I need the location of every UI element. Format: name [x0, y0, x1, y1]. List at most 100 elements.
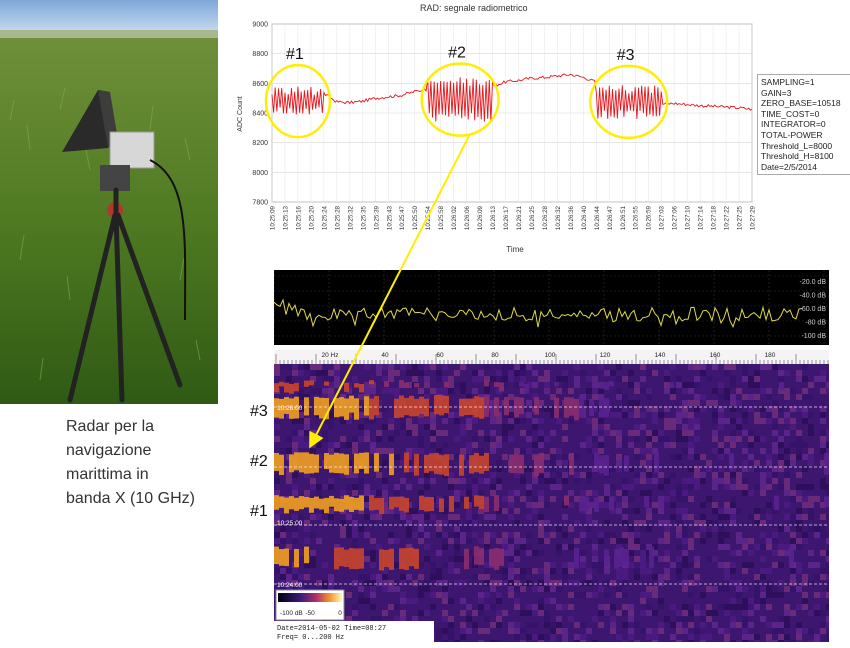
x-tick-label: 10:26:25 [529, 205, 536, 230]
x-tick-label: 10:26:21 [516, 205, 523, 230]
param-line: Threshold_H=8100 [761, 151, 834, 162]
y-tick-label: 8200 [252, 140, 268, 147]
info-line: Freq= 0...200 Hz [277, 634, 344, 642]
colorbar: -100 dB -50 0 [275, 589, 345, 621]
x-axis-ticks: 10:25:09 10:25:13 10:25:16 10:25:20 10:25:24… [270, 205, 757, 230]
x-tick-label: 10:26:55 [633, 205, 640, 230]
freq-label: 160 [710, 352, 721, 359]
time-labels: 10:26:00 10:25:00 10:24:00 [277, 405, 303, 589]
x-tick-label: 10:26:32 [555, 205, 562, 230]
x-tick-label: 10:26:47 [607, 205, 614, 230]
x-axis-label: Time [506, 245, 524, 254]
radar-caption: Radar per la navigazione marittima in ba… [66, 418, 195, 507]
param-line: ZERO_BASE=10518 [761, 98, 841, 109]
colorbar-label: -100 dB [280, 610, 303, 617]
x-tick-label: 10:25:50 [412, 205, 419, 230]
param-line: SAMPLING=1 [761, 77, 815, 87]
x-tick-label: 10:26:51 [620, 205, 627, 230]
time-label: 10:24:00 [277, 582, 303, 589]
colorbar-label: 0 [338, 610, 342, 617]
y-tick-label: 8800 [252, 51, 268, 58]
x-tick-label: 10:26:09 [477, 205, 484, 230]
x-tick-label: 10:26:40 [581, 205, 588, 230]
param-line: Date=2/5/2014 [761, 161, 818, 172]
freq-label: 20 Hz [322, 352, 339, 359]
spectrum-panel: -20.0 dB -40.0 dB -60.0 dB -80 dB -100 dB [274, 270, 829, 345]
side-label-2: #2 [250, 453, 268, 470]
x-tick-label: 10:26:02 [451, 205, 458, 230]
side-label-1: #1 [250, 503, 268, 520]
x-tick-label: 10:25:47 [399, 205, 406, 230]
burst-ellipse [589, 64, 669, 140]
side-label-3: #3 [250, 403, 268, 420]
x-tick-label: 10:27:18 [711, 205, 718, 230]
x-tick-label: 10:26:44 [594, 205, 601, 230]
x-tick-label: 10:25:20 [308, 205, 315, 230]
x-tick-label: 10:27:10 [685, 205, 692, 230]
freq-label: 180 [765, 352, 776, 359]
param-line: TOTAL-POWER [761, 129, 823, 140]
x-tick-label: 10:25:39 [373, 205, 380, 230]
x-tick-label: 10:25:16 [295, 205, 302, 230]
param-line: TIME_COST=0 [761, 108, 820, 119]
x-tick-label: 10:27:25 [737, 205, 744, 230]
db-label: -20.0 dB [800, 279, 827, 286]
x-tick-label: 10:27:22 [724, 205, 731, 230]
param-line: INTEGRATOR=0 [761, 119, 826, 130]
freq-label: 60 [436, 352, 444, 359]
x-tick-label: 10:25:28 [334, 205, 341, 230]
radiometric-series [271, 73, 753, 122]
burst-label: #1 [286, 46, 304, 63]
y-tick-label: 8600 [252, 81, 268, 88]
x-tick-label: 10:27:03 [659, 205, 666, 230]
db-label: -40.0 dB [800, 293, 827, 300]
x-tick-label: 10:25:43 [386, 205, 393, 230]
chart-grid [271, 23, 753, 203]
parameters-box: SAMPLING=1 GAIN=3 ZERO_BASE=10518 TIME_COST… [757, 74, 850, 176]
x-tick-label: 10:26:06 [464, 205, 471, 230]
x-tick-label: 10:25:24 [321, 205, 328, 230]
y-axis-label: ADC Count [237, 96, 244, 131]
time-marker-lines [274, 406, 829, 585]
x-tick-label: 10:27:14 [698, 205, 705, 230]
db-label: -80 dB [805, 320, 826, 327]
spectrum-db-labels: -20.0 dB -40.0 dB -60.0 dB -80 dB -100 dB [800, 279, 827, 340]
db-label: -60.0 dB [800, 306, 827, 313]
y-tick-label: 9000 [252, 22, 268, 29]
y-tick-label: 8000 [252, 170, 268, 177]
param-line: Threshold_L=8000 [761, 140, 833, 151]
x-tick-label: 10:26:28 [542, 205, 549, 230]
freq-label: 80 [491, 352, 499, 359]
chart-title: RAD: segnale radiometrico [420, 3, 528, 13]
freq-label: 140 [655, 352, 666, 359]
series-line [271, 73, 753, 122]
x-tick-label: 10:25:32 [347, 205, 354, 230]
info-line: Date=2014-05-02 Time=08:27 [277, 625, 386, 633]
x-tick-label: 10:26:13 [490, 205, 497, 230]
y-tick-label: 7800 [252, 200, 268, 207]
waterfall-spectrogram: 20 Hz 40 60 80 100 120 140 160 180 10:26:00 10:25… [274, 350, 829, 642]
x-tick-label: 10:25:35 [360, 205, 367, 230]
freq-label: 40 [381, 352, 389, 359]
x-tick-label: 10:25:13 [282, 205, 289, 230]
burst-label: #2 [448, 45, 466, 62]
param-line: GAIN=3 [761, 87, 792, 98]
x-tick-label: 10:26:36 [568, 205, 575, 230]
x-tick-label: 10:26:59 [646, 205, 653, 230]
waterfall-noise [274, 364, 829, 642]
x-tick-label: 10:25:58 [438, 205, 445, 230]
freq-label: 100 [545, 352, 556, 359]
x-tick-label: 10:27:06 [672, 205, 679, 230]
colorbar-label: -50 [305, 610, 315, 617]
time-label: 10:26:00 [277, 405, 303, 412]
x-tick-label: 10:27:29 [750, 205, 757, 230]
x-tick-label: 10:25:54 [425, 205, 432, 230]
y-axis-ticks: 7800 8000 8200 8400 8600 8800 9000 [252, 22, 268, 207]
burst-label: #3 [617, 47, 635, 64]
freq-label: 120 [600, 352, 611, 359]
x-tick-label: 10:26:17 [503, 205, 510, 230]
y-tick-label: 8400 [252, 111, 268, 118]
x-tick-label: 10:25:09 [270, 205, 277, 230]
